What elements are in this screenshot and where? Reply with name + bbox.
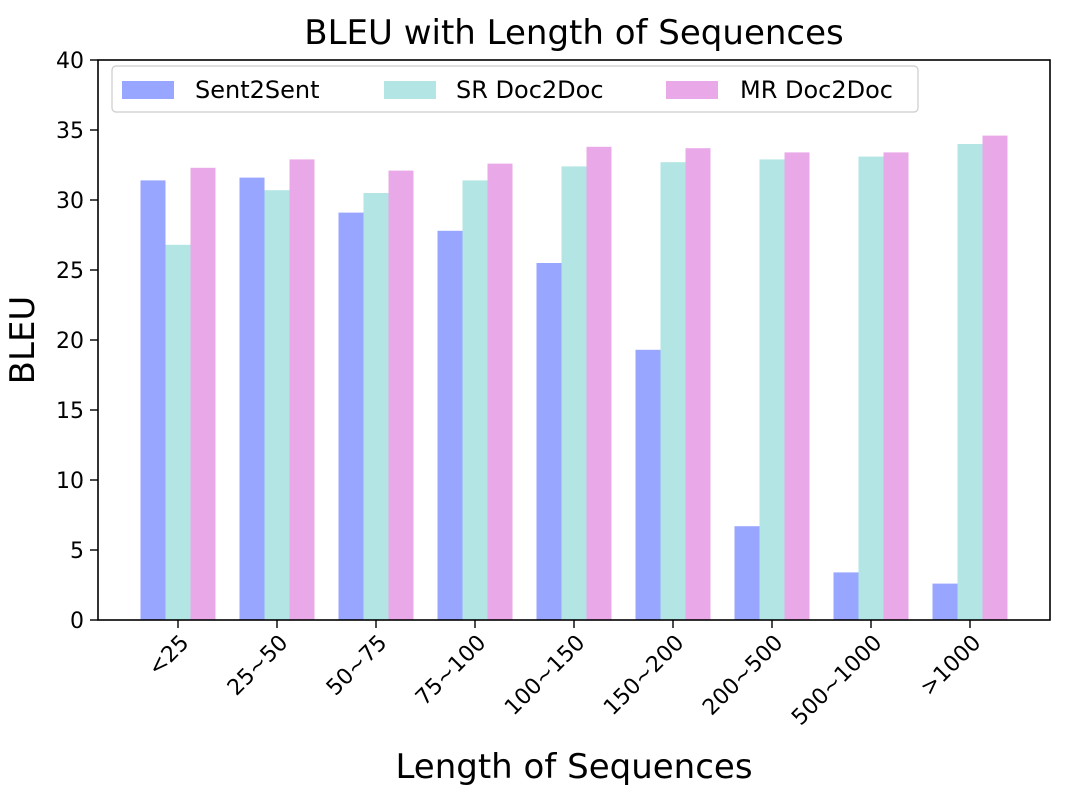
legend-swatch-sent2sent	[122, 81, 174, 99]
y-tick-label-25: 25	[56, 259, 84, 284]
y-tick-label-40: 40	[56, 49, 84, 74]
legend-label-sr-doc2doc: SR Doc2Doc	[456, 76, 604, 104]
bar-sr-doc2doc-75-100	[462, 180, 488, 620]
legend-frame	[111, 65, 919, 113]
bar-sent2sent-100-150	[536, 263, 562, 620]
y-axis: 0 5 10 15 20 25 30 35 40	[56, 49, 98, 634]
y-tick-label-30: 30	[56, 189, 84, 214]
y-tick-label-15: 15	[56, 399, 84, 424]
bar-sr-doc2doc-1000	[957, 144, 983, 620]
bar-sent2sent-75-100	[437, 230, 463, 621]
bar-sr-doc2doc-200-500	[759, 159, 785, 620]
bar-mr-doc2doc-1000	[982, 135, 1008, 620]
bar-mr-doc2doc-200-500	[784, 152, 810, 620]
legend: Sent2Sent SR Doc2Doc MR Doc2Doc	[111, 65, 919, 113]
x-tick-label-25: <25	[144, 631, 195, 682]
bar-mr-doc2doc-500-1000	[883, 152, 909, 620]
bar-sr-doc2doc-150-200	[660, 162, 686, 620]
bar-sent2sent-25	[140, 180, 166, 620]
legend-label-sent2sent: Sent2Sent	[195, 76, 320, 104]
x-axis-label: Length of Sequences	[395, 747, 752, 787]
bar-sent2sent-25-50	[239, 177, 265, 620]
x-axis: <25 25~50 50~75 75~100 100~150 150~200 200~500…	[144, 620, 986, 731]
legend-swatch-sr-doc2doc	[384, 81, 436, 99]
x-tick-label-500-1000: 500~1000	[787, 631, 887, 731]
bar-sr-doc2doc-500-1000	[858, 156, 884, 620]
bar-mr-doc2doc-150-200	[685, 148, 711, 620]
x-tick-label-50-75: 50~75	[322, 631, 392, 701]
bar-sent2sent-150-200	[635, 349, 661, 620]
y-tick-label-5: 5	[70, 539, 84, 564]
bar-sent2sent-50-75	[338, 212, 364, 620]
x-tick-label-200-500: 200~500	[698, 631, 788, 721]
x-tick-label-100-150: 100~150	[500, 631, 590, 721]
bars-layer	[140, 135, 1008, 621]
bar-sr-doc2doc-25-50	[264, 190, 290, 620]
bar-sent2sent-1000	[932, 583, 958, 620]
bar-sent2sent-200-500	[734, 526, 760, 620]
y-tick-label-20: 20	[56, 329, 84, 354]
y-tick-label-35: 35	[56, 119, 84, 144]
bar-mr-doc2doc-50-75	[388, 170, 414, 620]
bar-mr-doc2doc-25	[190, 167, 216, 621]
bar-mr-doc2doc-25-50	[289, 159, 315, 620]
legend-label-mr-doc2doc: MR Doc2Doc	[740, 76, 893, 104]
x-tick-label-25-50: 25~50	[223, 631, 293, 701]
bar-sr-doc2doc-25	[165, 244, 191, 621]
legend-swatch-mr-doc2doc	[666, 81, 718, 99]
x-tick-label-1000: >1000	[916, 631, 986, 701]
y-axis-label: BLEU	[3, 296, 43, 385]
bar-mr-doc2doc-100-150	[586, 146, 612, 621]
y-tick-label-0: 0	[70, 609, 84, 634]
x-tick-label-150-200: 150~200	[599, 631, 689, 721]
x-tick-label-75-100: 75~100	[411, 631, 491, 711]
plot-frame	[97, 59, 1051, 621]
bar-sr-doc2doc-100-150	[561, 166, 587, 620]
chart-title: BLEU with Length of Sequences	[304, 13, 843, 53]
bar-sent2sent-500-1000	[833, 572, 859, 620]
bar-sr-doc2doc-50-75	[363, 193, 389, 620]
bar-mr-doc2doc-75-100	[487, 163, 513, 620]
y-tick-label-10: 10	[56, 469, 84, 494]
